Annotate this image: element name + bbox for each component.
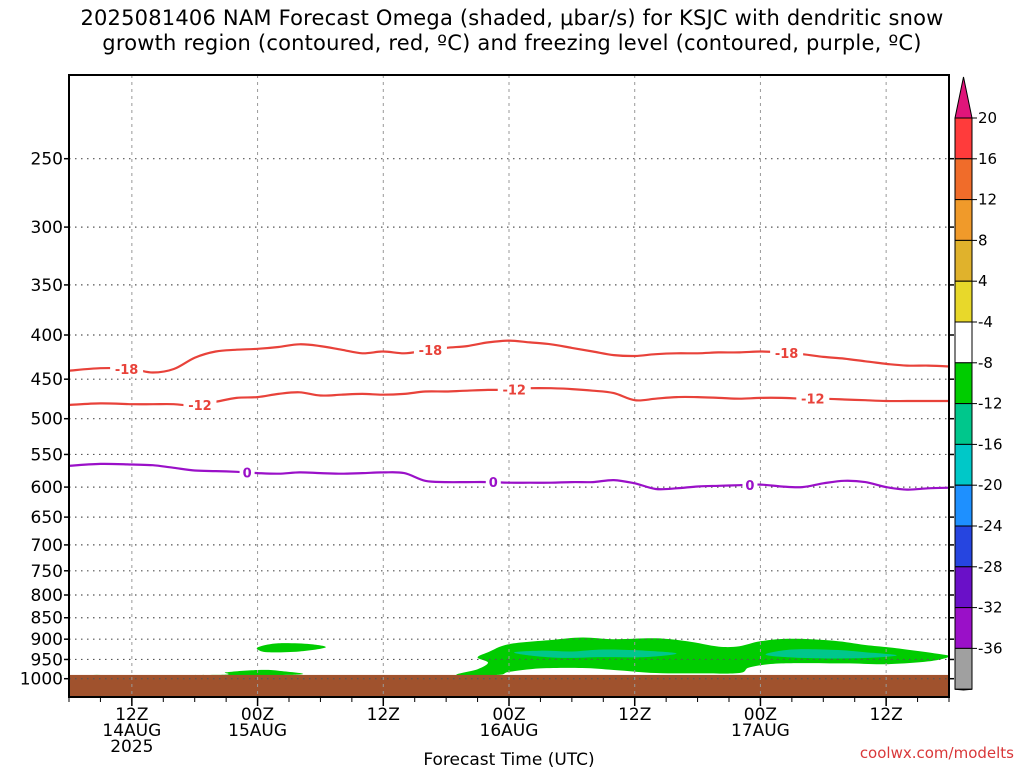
x-tick-label-12-1: 12Z: [115, 705, 148, 725]
contour-label-bg--12-3: [796, 390, 830, 407]
colorbar-segment-9: [954, 443, 973, 486]
colorbar-label-11: -24: [978, 517, 1003, 535]
contour-label--12-3: -12: [801, 393, 825, 408]
omega-shading-layer: [52, 637, 950, 676]
colorbar-segment-2: [954, 158, 973, 201]
colorbar-label-4: 8: [978, 231, 988, 249]
y-tick-label-700: 700: [31, 536, 63, 556]
contour-label--18-2: -18: [419, 344, 443, 359]
omega-region-1: [52, 669, 304, 676]
contour-label-bg--12-2: [497, 381, 531, 398]
contour-label--18-1: -18: [115, 363, 139, 378]
x-axis-label: Forecast Time (UTC): [423, 750, 594, 768]
axes-layer: 2503003504004505005506006507007508008509…: [20, 74, 954, 768]
y-tick-label-900: 900: [31, 630, 63, 650]
colorbar-segment-7: [954, 362, 973, 405]
colorbar-segment-6: [954, 321, 973, 364]
x-tick-label-12-2: 14AUG: [102, 721, 161, 741]
y-tick-label-850: 850: [31, 609, 63, 629]
x-tick-label-24-1: 00Z: [241, 705, 274, 725]
colorbar-label-6: -4: [978, 313, 993, 331]
x-tick-label-72-2: 17AUG: [731, 721, 790, 741]
x-tick-label-72-1: 00Z: [744, 705, 777, 725]
contour-line--18: [68, 339, 950, 374]
y-tick-label-1000: 1000: [20, 670, 63, 690]
y-tick-label-400: 400: [31, 326, 63, 346]
colorbar-segment-4: [954, 239, 973, 282]
colorbar-label-14: -36: [978, 639, 1003, 657]
contour-label-bg--12-1: [183, 396, 217, 413]
colorbar: 20 16 12 8 4 -4 -8 -12 -16 -20 -24 -28 -32 -36: [954, 76, 1003, 691]
y-tick-label-450: 450: [31, 370, 63, 390]
contour-line-0: [68, 462, 950, 491]
colorbar-label-7: -8: [978, 354, 993, 372]
y-tick-label-950: 950: [31, 650, 63, 670]
colorbar-segment-10: [954, 484, 973, 527]
colorbar-segment-12: [954, 566, 973, 609]
contour-label-bg--18-1: [110, 360, 144, 377]
colorbar-label-2: 16: [978, 150, 997, 168]
credit-text: coolwx.com/modelts: [859, 744, 1014, 762]
x-tick-label-48-1: 00Z: [492, 705, 525, 725]
colorbar-label-8: -12: [978, 395, 1003, 413]
colorbar-top-arrow: [954, 76, 973, 119]
colorbar-bottom-arrow: [954, 688, 973, 691]
colorbar-label-10: -20: [978, 476, 1003, 494]
chart-title-line-2: growth region (contoured, red, ºC) and f…: [102, 31, 922, 55]
y-tick-label-750: 750: [31, 562, 63, 582]
x-tick-label-24-2: 15AUG: [228, 721, 287, 741]
y-tick-label-800: 800: [31, 586, 63, 606]
y-tick-label-550: 550: [31, 445, 63, 465]
colorbar-segment-11: [954, 525, 973, 568]
contour-label-bg-0-2: [485, 474, 501, 491]
contour-label-0-3: 0: [745, 479, 754, 494]
contour-label--12-2: -12: [502, 383, 526, 398]
y-tick-label-650: 650: [31, 508, 63, 528]
y-tick-label-600: 600: [31, 478, 63, 498]
chart-title: 2025081406 NAM Forecast Omega (shaded, μ…: [0, 6, 1024, 56]
chart-title-line-1: 2025081406 NAM Forecast Omega (shaded, μ…: [80, 6, 944, 30]
x-tick-label-60-1: 12Z: [618, 705, 651, 725]
contour-label--12-1: -12: [188, 399, 212, 414]
contour-label-bg-0-3: [742, 476, 758, 493]
colorbar-label-3: 12: [978, 191, 997, 209]
x-tick-label-48-2: 16AUG: [480, 721, 539, 741]
colorbar-label-1: 20: [978, 109, 997, 127]
omega-region-4: [514, 649, 677, 658]
colorbar-segment-1: [954, 117, 973, 160]
contour-label-0-2: 0: [489, 476, 498, 491]
colorbar-segment-5: [954, 280, 973, 323]
colorbar-label-12: -28: [978, 558, 1003, 576]
colorbar-segment-13: [954, 607, 973, 649]
contour-label-bg-0-1: [239, 464, 255, 481]
contour-label-0-1: 0: [243, 466, 252, 481]
colorbar-label-13: -32: [978, 599, 1003, 617]
y-tick-label-500: 500: [31, 410, 63, 430]
x-tick-label-36-1: 12Z: [367, 705, 400, 725]
colorbar-label-9: -16: [978, 435, 1003, 453]
omega-region-5: [765, 649, 897, 659]
contour-label-bg--18-2: [413, 341, 447, 358]
omega-region-3: [456, 637, 950, 676]
contour-label--18-3: -18: [775, 347, 799, 362]
contour-label-bg--18-3: [770, 344, 804, 361]
colorbar-segment-14: [954, 647, 973, 690]
colorbar-label-5: 4: [978, 272, 988, 290]
contour-layer: -18 -18 -18 -12 -12 -12 0 0 0: [68, 339, 950, 494]
y-tick-label-300: 300: [31, 218, 63, 238]
colorbar-segment-3: [954, 199, 973, 241]
x-tick-label-12-3: 2025: [110, 737, 153, 757]
y-tick-label-350: 350: [31, 276, 63, 296]
x-tick-label-84-1: 12Z: [870, 705, 903, 725]
colorbar-segment-8: [954, 403, 973, 445]
y-tick-label-250: 250: [31, 150, 63, 170]
omega-region-2: [256, 643, 326, 653]
